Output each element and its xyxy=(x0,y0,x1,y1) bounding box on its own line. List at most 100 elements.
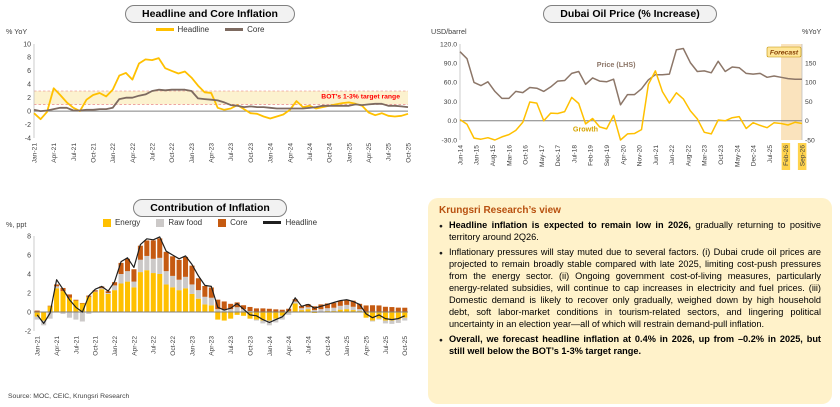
bar-segment xyxy=(260,312,266,321)
bar-segment xyxy=(357,309,363,312)
y-tick-label: -2 xyxy=(25,122,31,129)
bar-segment xyxy=(241,305,247,310)
bar-segment xyxy=(395,307,401,312)
research-view-title: Krungsri Research’s view xyxy=(439,205,561,216)
bar-segment xyxy=(363,312,369,318)
y-tick-label: 10 xyxy=(23,41,31,48)
bar-segment xyxy=(363,305,369,312)
bar-segment xyxy=(86,296,92,312)
bar-segment xyxy=(79,303,85,312)
x-tick-label: Mar-23 xyxy=(702,145,709,166)
x-tick-label: Feb-19 xyxy=(588,145,595,166)
bar-segment xyxy=(395,312,401,320)
x-tick-label: Jun-21 xyxy=(653,145,660,165)
bar-segment xyxy=(350,300,356,307)
bar-segment xyxy=(189,265,195,285)
bar-segment xyxy=(54,286,60,289)
legend-label: Energy xyxy=(114,218,141,227)
bar-segment xyxy=(118,262,124,274)
x-tick-label: Oct-16 xyxy=(523,145,530,165)
bar-segment xyxy=(370,305,376,312)
bar-segment xyxy=(382,320,388,324)
svg-text:Sep-26: Sep-26 xyxy=(799,145,806,167)
bar-segment xyxy=(247,306,253,312)
bar-segment xyxy=(118,283,124,312)
bar-segment xyxy=(41,312,47,321)
x-tick-label: Oct-25 xyxy=(405,143,412,163)
bar-segment xyxy=(299,308,305,311)
bar-segment xyxy=(195,298,201,312)
bar-segment xyxy=(170,256,176,276)
bar-segment xyxy=(402,317,408,321)
y-tick-label-left: 60.0 xyxy=(444,80,457,87)
bar-segment xyxy=(170,287,176,312)
bar-segment xyxy=(157,238,163,258)
bar-segment xyxy=(337,305,343,310)
bar-segment xyxy=(350,306,356,311)
x-tick-label: Dec-17 xyxy=(555,145,562,167)
bar-segment xyxy=(273,309,279,312)
x-tick-label: Jan-25 xyxy=(346,143,353,163)
x-tick-label: Jul-25 xyxy=(383,336,390,354)
bar-segment xyxy=(260,308,266,312)
x-tick-label: Jan-22 xyxy=(669,145,676,165)
bar-segment xyxy=(279,312,285,316)
legend-item-headline: Headline xyxy=(263,218,317,227)
x-tick-label: Apr-20 xyxy=(620,145,627,165)
bar-segment xyxy=(34,312,40,317)
bar-segment xyxy=(331,307,337,312)
x-tick-label: Oct-21 xyxy=(90,143,97,163)
bar-segment xyxy=(99,289,105,312)
view-bullet-1: ● Headline inflation is expected to remai… xyxy=(439,220,821,244)
bar-segment xyxy=(34,316,40,320)
x-tick-forecast: Feb-26 xyxy=(781,143,791,170)
x-tick-label: Oct-22 xyxy=(170,336,177,356)
bullet-icon: ● xyxy=(439,336,443,344)
bar-segment xyxy=(137,245,143,260)
x-tick-label: Aug-15 xyxy=(490,145,497,167)
bar-segment xyxy=(234,302,240,308)
target-band-label: BOT’s 1-3% target range xyxy=(321,93,400,100)
x-tick-label: Jul-23 xyxy=(228,143,235,161)
bar-segment xyxy=(376,305,382,312)
x-tick-label: Jul-25 xyxy=(386,143,393,161)
bar-segment xyxy=(47,306,53,312)
y-tick-label: 2 xyxy=(27,95,31,102)
oil-chart-title: Dubai Oil Price (% Increase) xyxy=(543,5,717,23)
bar-segment xyxy=(337,309,343,312)
legend-label: Headline xyxy=(177,25,210,34)
bar-segment xyxy=(402,307,408,312)
x-tick-label: Sep-19 xyxy=(604,145,611,167)
inflation-y-axis-unit: % YoY xyxy=(6,27,28,36)
bar-segment xyxy=(395,319,401,323)
x-tick-label: Jul-23 xyxy=(228,336,235,354)
x-tick-label: Jun-14 xyxy=(457,145,464,165)
y-tick-label-right: 50 xyxy=(805,99,813,106)
legend-item-raw-food: Raw food xyxy=(156,218,202,227)
x-tick-label: Oct-23 xyxy=(247,336,254,356)
contrib-y-axis-unit: %, ppt xyxy=(6,220,27,229)
bar-segment xyxy=(54,284,60,287)
bar-segment xyxy=(92,292,98,312)
bar-segment xyxy=(54,288,60,312)
bullet-icon: ● xyxy=(439,249,443,257)
bar-segment xyxy=(208,297,214,306)
x-tick-label: Apr-25 xyxy=(363,336,370,356)
bar-segment xyxy=(202,296,208,305)
y-tick-label: 0 xyxy=(27,309,31,316)
bar-segment xyxy=(389,320,395,324)
contrib-title-row: Contribution of Inflation xyxy=(4,199,416,217)
bar-segment xyxy=(47,312,53,319)
source-note: Source: MOC, CEIC, Krungsri Research xyxy=(8,393,130,400)
x-tick-label: Jan-23 xyxy=(189,143,196,163)
bar-segment xyxy=(66,297,72,312)
x-tick-label: Jan-15 xyxy=(474,145,481,165)
bar-segment xyxy=(150,258,156,274)
bar-segment xyxy=(144,255,150,271)
y-tick-label: -4 xyxy=(25,135,31,142)
bar-segment xyxy=(131,287,137,312)
headline-line xyxy=(36,236,406,324)
bar-segment xyxy=(370,312,376,321)
x-tick-label: Jan-21 xyxy=(35,336,42,356)
